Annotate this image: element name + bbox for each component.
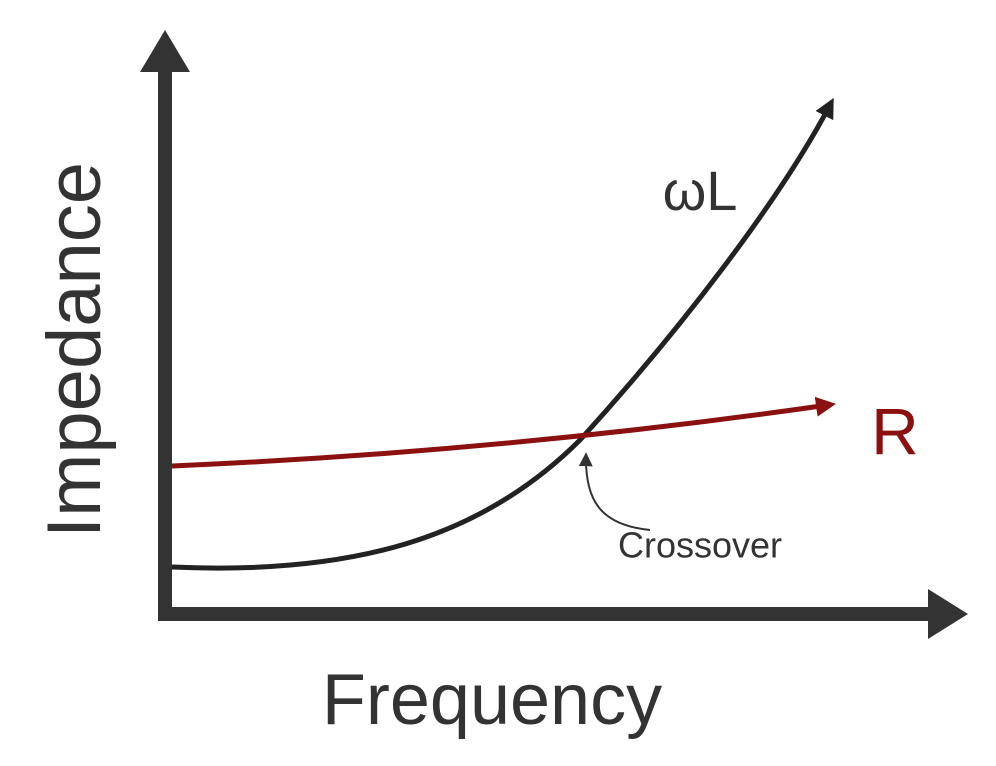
curve-label: ωL <box>663 159 738 222</box>
resistance-curve <box>171 396 836 469</box>
inductive-curve <box>171 97 834 571</box>
axes <box>140 30 968 639</box>
y-axis-label: Impedance <box>32 162 117 538</box>
curve-label: R <box>871 394 919 468</box>
x-axis-arrow <box>928 589 968 639</box>
annotation: Crossover <box>618 525 782 566</box>
crossover-pointer <box>578 452 651 531</box>
x-axis-label: Frequency <box>322 660 662 740</box>
y-axis-arrow <box>140 30 190 72</box>
